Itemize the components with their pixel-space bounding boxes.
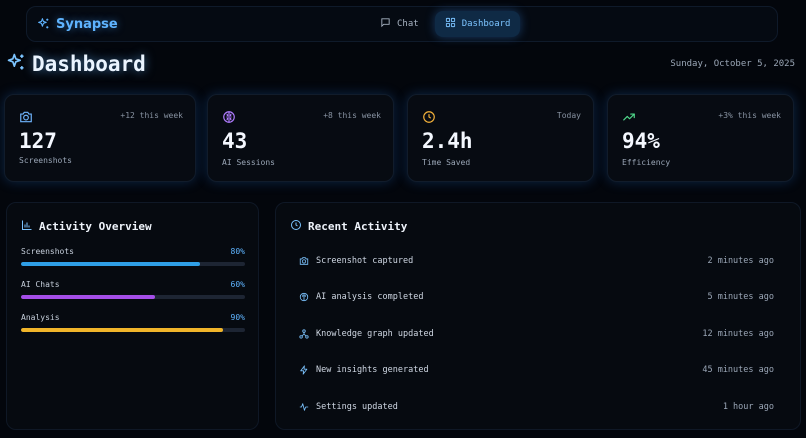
stat-value: 127	[19, 129, 57, 153]
stat-value: 2.4h	[422, 129, 473, 153]
progress-fill	[21, 328, 223, 332]
panel-title: Activity Overview	[21, 219, 152, 234]
panel-title: Recent Activity	[290, 219, 407, 234]
brand-name: Synapse	[56, 17, 118, 32]
clock-icon	[422, 109, 436, 128]
activity-text: Screenshot captured	[316, 256, 414, 266]
trending-up-icon	[622, 109, 636, 128]
main-nav: Chat Dashboard	[370, 11, 521, 37]
chat-icon	[380, 17, 391, 31]
current-date: Sunday, October 5, 2025	[670, 59, 795, 69]
progress-track	[21, 328, 245, 332]
progress-percent: 90%	[230, 313, 245, 322]
pulse-icon	[298, 401, 310, 413]
progress-row-analysis: Analysis 90%	[21, 313, 245, 332]
activity-time: 2 minutes ago	[707, 256, 774, 266]
nav-chat[interactable]: Chat	[370, 11, 429, 37]
stat-card-screenshots[interactable]: +12 this week 127 Screenshots	[4, 94, 196, 182]
activity-text: Settings updated	[316, 402, 398, 412]
nav-dashboard[interactable]: Dashboard	[434, 11, 521, 37]
stat-value: 94%	[622, 129, 660, 153]
activity-item[interactable]: Settings updated 1 hour ago	[298, 401, 774, 413]
progress-track	[21, 262, 245, 266]
progress-fill	[21, 262, 201, 266]
activity-text: AI analysis completed	[316, 292, 424, 302]
progress-fill	[21, 295, 156, 299]
stat-delta: +8 this week	[323, 111, 381, 120]
activity-item[interactable]: New insights generated 45 minutes ago	[298, 364, 774, 376]
camera-icon	[298, 255, 310, 267]
stat-card-time-saved[interactable]: Today 2.4h Time Saved	[407, 94, 594, 182]
activity-item[interactable]: Knowledge graph updated 12 minutes ago	[298, 328, 774, 340]
stat-delta: +3% this week	[718, 111, 781, 120]
stat-value: 43	[222, 129, 248, 153]
activity-time: 5 minutes ago	[707, 292, 774, 302]
progress-label: Screenshots	[21, 247, 74, 256]
page-heading: Dashboard	[6, 52, 146, 76]
lightning-icon	[298, 364, 310, 376]
sparkles-icon	[37, 15, 50, 34]
stat-delta: +12 this week	[120, 111, 183, 120]
recent-activity-title: Recent Activity	[308, 220, 408, 233]
clock-icon	[290, 219, 302, 234]
top-navigation-bar: Synapse Chat Dashboard	[26, 6, 778, 42]
camera-icon	[19, 109, 33, 128]
brain-icon	[298, 291, 310, 303]
nav-dashboard-label: Dashboard	[461, 19, 511, 29]
dashboard-icon	[445, 17, 456, 31]
nav-chat-label: Chat	[397, 19, 419, 29]
progress-percent: 80%	[230, 247, 245, 256]
activity-overview-title: Activity Overview	[39, 220, 152, 233]
progress-label: Analysis	[21, 313, 60, 322]
bar-chart-icon	[21, 219, 33, 234]
stat-label: Time Saved	[422, 158, 471, 167]
activity-time: 45 minutes ago	[702, 365, 774, 375]
activity-time: 12 minutes ago	[702, 329, 774, 339]
activity-item[interactable]: Screenshot captured 2 minutes ago	[298, 255, 774, 267]
activity-overview-panel: Activity Overview Screenshots 80% AI Cha…	[6, 202, 259, 430]
progress-percent: 60%	[230, 280, 245, 289]
recent-activity-panel: Recent Activity Screenshot captured 2 mi…	[275, 202, 801, 430]
progress-track	[21, 295, 245, 299]
page-title: Dashboard	[32, 52, 146, 76]
activity-text: New insights generated	[316, 365, 429, 375]
stat-card-ai-sessions[interactable]: +8 this week 43 AI Sessions	[207, 94, 394, 182]
brain-icon	[222, 109, 236, 128]
activity-time: 1 hour ago	[722, 402, 774, 412]
brand[interactable]: Synapse	[37, 15, 118, 34]
progress-row-ai-chats: AI Chats 60%	[21, 280, 245, 299]
activity-item[interactable]: AI analysis completed 5 minutes ago	[298, 291, 774, 303]
progress-label: AI Chats	[21, 280, 60, 289]
sparkles-icon	[6, 52, 26, 76]
network-icon	[298, 328, 310, 340]
stat-delta: Today	[556, 111, 581, 120]
stat-card-efficiency[interactable]: +3% this week 94% Efficiency	[607, 94, 794, 182]
stat-label: Screenshots	[19, 156, 72, 165]
progress-row-screenshots: Screenshots 80%	[21, 247, 245, 266]
stat-label: AI Sessions	[222, 158, 275, 167]
activity-text: Knowledge graph updated	[316, 329, 434, 339]
stat-label: Efficiency	[622, 158, 671, 167]
